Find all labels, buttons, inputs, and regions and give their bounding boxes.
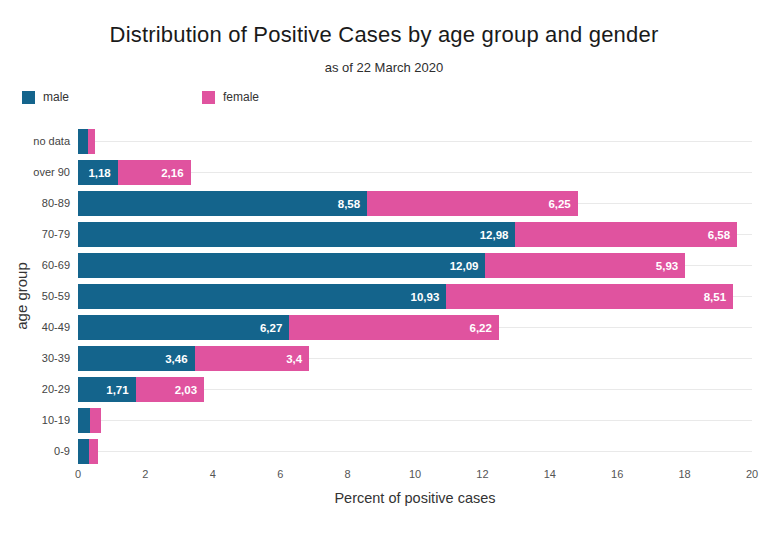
female-bar-segment [89, 439, 98, 464]
x-tick-label: 4 [210, 468, 216, 480]
bar-row: no data [0, 126, 768, 157]
female-bar-segment: 6,58 [515, 222, 737, 247]
bar-value-label: 8,51 [704, 291, 726, 303]
stacked-bar: 8,58 6,25 [78, 191, 578, 216]
female-bar-segment: 5,93 [485, 253, 685, 278]
category-label: 10-19 [0, 405, 70, 436]
female-legend-swatch-icon [202, 91, 215, 104]
x-tick-label: 6 [277, 468, 283, 480]
x-tick-label: 12 [476, 468, 488, 480]
male-bar-segment: 6,27 [78, 315, 289, 340]
bar-value-label: 6,27 [260, 322, 282, 334]
x-tick-label: 18 [678, 468, 690, 480]
stacked-bar [78, 129, 95, 154]
x-tick-label: 10 [409, 468, 421, 480]
bar-value-label: 1,18 [88, 167, 110, 179]
bar-row: 60-69 12,09 5,93 [0, 250, 768, 281]
bar-row: 50-59 10,93 8,51 [0, 281, 768, 312]
female-bar-segment: 2,16 [118, 160, 191, 185]
stacked-bar: 12,09 5,93 [78, 253, 685, 278]
bar-row: 40-49 6,27 6,22 [0, 312, 768, 343]
female-bar-segment [90, 408, 101, 433]
bar-value-label: 2,16 [161, 167, 183, 179]
category-label: 0-9 [0, 436, 70, 467]
category-label: 40-49 [0, 312, 70, 343]
x-tick-label: 2 [142, 468, 148, 480]
category-label: 60-69 [0, 250, 70, 281]
chart-figure: Distribution of Positive Cases by age gr… [0, 0, 768, 534]
category-label: 50-59 [0, 281, 70, 312]
category-label: over 90 [0, 157, 70, 188]
male-bar-segment: 8,58 [78, 191, 367, 216]
bar-value-label: 12,09 [450, 260, 479, 272]
stacked-bar: 10,93 8,51 [78, 284, 733, 309]
bar-value-label: 6,58 [708, 229, 730, 241]
male-bar-segment: 1,18 [78, 160, 118, 185]
female-legend-label: female [223, 90, 259, 104]
female-bar-segment [88, 129, 95, 154]
x-tick-label: 8 [345, 468, 351, 480]
male-legend-label: male [43, 90, 69, 104]
x-tick-label: 16 [611, 468, 623, 480]
male-bar-segment: 12,09 [78, 253, 485, 278]
x-axis-ticks: 0 2 4 6 8 10 12 14 16 18 20 [0, 468, 768, 482]
bar-row: 70-79 12,98 6,58 [0, 219, 768, 250]
male-legend-swatch-icon [22, 91, 35, 104]
stacked-bar: 6,27 6,22 [78, 315, 499, 340]
female-bar-segment: 6,22 [289, 315, 499, 340]
x-tick-label: 20 [746, 468, 758, 480]
male-bar-segment: 10,93 [78, 284, 446, 309]
male-bar-segment [78, 408, 90, 433]
female-bar-segment: 3,4 [195, 346, 310, 371]
stacked-bar: 1,71 2,03 [78, 377, 204, 402]
category-label: 20-29 [0, 374, 70, 405]
bar-row: over 90 1,18 2,16 [0, 157, 768, 188]
bar-value-label: 6,25 [548, 198, 570, 210]
bar-value-label: 12,98 [480, 229, 509, 241]
category-label: 30-39 [0, 343, 70, 374]
stacked-bar: 12,98 6,58 [78, 222, 737, 247]
gridline [78, 141, 752, 142]
x-tick-label: 0 [75, 468, 81, 480]
female-bar-segment: 6,25 [367, 191, 578, 216]
legend-item-female[interactable]: female [202, 90, 259, 104]
bar-value-label: 3,4 [286, 353, 302, 365]
stacked-bar [78, 439, 98, 464]
category-label: 80-89 [0, 188, 70, 219]
bar-row: 80-89 8,58 6,25 [0, 188, 768, 219]
bar-row: 0-9 [0, 436, 768, 467]
bar-value-label: 3,46 [165, 353, 187, 365]
bar-value-label: 5,93 [656, 260, 678, 272]
x-tick-label: 14 [544, 468, 556, 480]
stacked-bar [78, 408, 101, 433]
gridline [78, 451, 752, 452]
bar-row: 20-29 1,71 2,03 [0, 374, 768, 405]
category-label: no data [0, 126, 70, 157]
male-bar-segment [78, 129, 88, 154]
bar-value-label: 8,58 [338, 198, 360, 210]
female-bar-segment: 2,03 [136, 377, 204, 402]
stacked-bar: 3,46 3,4 [78, 346, 309, 371]
bar-value-label: 10,93 [411, 291, 440, 303]
legend-item-male[interactable]: male [22, 90, 69, 104]
bar-row: 30-39 3,46 3,4 [0, 343, 768, 374]
male-bar-segment: 3,46 [78, 346, 195, 371]
male-bar-segment: 1,71 [78, 377, 136, 402]
chart-subtitle: as of 22 March 2020 [0, 60, 768, 75]
bar-value-label: 2,03 [175, 384, 197, 396]
stacked-bar: 1,18 2,16 [78, 160, 191, 185]
female-bar-segment: 8,51 [446, 284, 733, 309]
plot-area: no dataover 90 1,18 2,16 80-89 8,58 6,25 70-79… [0, 126, 768, 467]
male-bar-segment [78, 439, 89, 464]
bar-value-label: 1,71 [106, 384, 128, 396]
chart-title: Distribution of Positive Cases by age gr… [0, 22, 768, 48]
x-axis-title: Percent of positive cases [78, 490, 752, 506]
male-bar-segment: 12,98 [78, 222, 515, 247]
category-label: 70-79 [0, 219, 70, 250]
bar-row: 10-19 [0, 405, 768, 436]
bar-value-label: 6,22 [470, 322, 492, 334]
gridline [78, 420, 752, 421]
